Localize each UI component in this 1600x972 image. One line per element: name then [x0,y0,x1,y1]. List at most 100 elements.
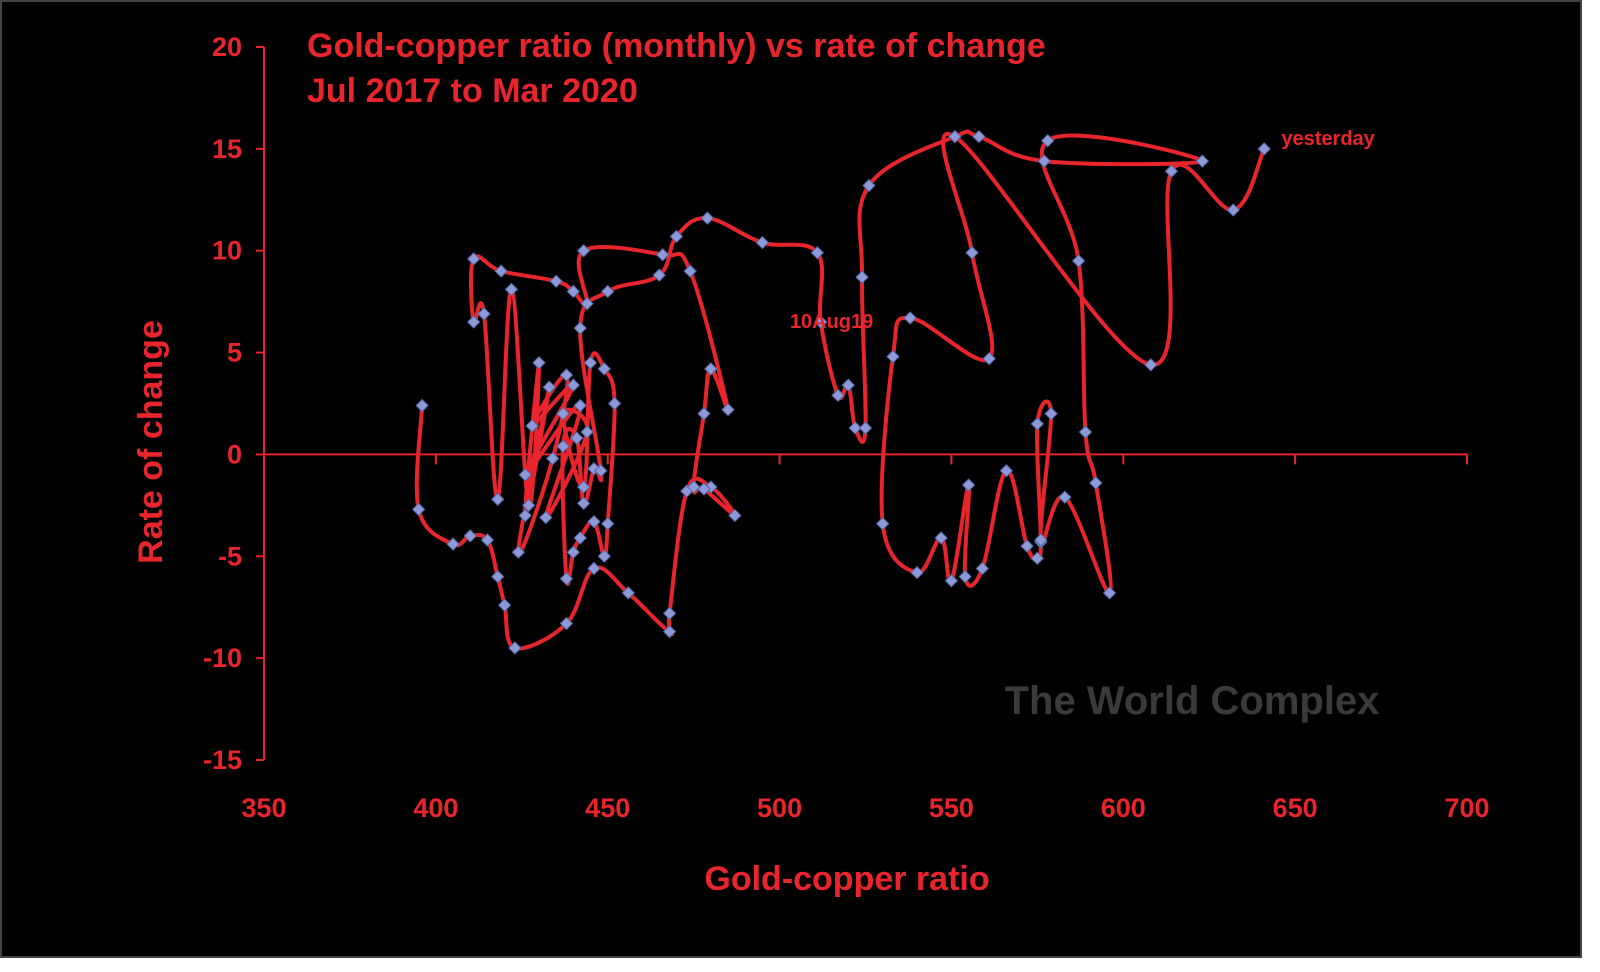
data-point [1102,586,1117,600]
x-tick-label: 350 [241,793,286,823]
y-tick-label: -10 [203,643,242,673]
data-point [1020,539,1034,553]
data-point [814,315,828,329]
series-line [414,129,1267,651]
data-point [1144,358,1158,372]
data-point [518,468,532,482]
data-point [999,464,1014,478]
data-point [580,425,594,439]
y-tick-label: 15 [212,134,242,164]
data-point [566,284,581,299]
data-point [411,502,426,517]
data-point [1034,533,1048,547]
data-point [607,396,622,411]
marker-group [411,129,1271,655]
data-point [721,402,735,417]
axes: 20 15 10 5 0 -5 -10 -15 350 400 450 500 550 600 650 700 [203,32,1490,823]
data-point [508,641,522,655]
scatter-chart: Gold-copper ratio (monthly) vs rate of c… [132,27,1490,898]
data-point [497,598,512,612]
data-point [573,531,587,545]
data-point [463,529,477,543]
x-tick-label: 700 [1444,793,1489,823]
data-point [518,508,532,523]
data-point [662,624,677,639]
y-tick-label: 0 [227,439,242,469]
data-point [566,378,581,392]
data-point [587,514,601,529]
x-tick-label: 450 [585,793,630,823]
x-tick-label: 500 [757,793,802,823]
data-point [597,362,611,376]
data-point [576,480,591,494]
data-point [1078,425,1093,439]
data-point [621,586,636,600]
data-point [683,264,697,278]
data-point [903,311,917,325]
data-point [958,569,972,584]
data-point [583,356,598,370]
data-point [532,356,546,370]
data-point [542,380,556,394]
data-point [491,492,505,506]
data-point [972,129,986,144]
data-point [587,561,601,576]
data-point [669,229,684,244]
data-point [491,569,505,584]
data-point [652,268,666,282]
data-point [848,421,862,435]
data-point [686,480,701,494]
annotation-label: yesterday [1281,128,1375,150]
watermark-text: The World Complex [1005,679,1380,723]
data-point [862,178,876,193]
data-point [566,545,581,559]
data-point [910,565,924,580]
data-point [494,264,508,278]
data-point [934,531,948,545]
data-point [965,246,979,260]
x-tick-label: 550 [929,793,974,823]
data-point [1037,154,1051,168]
series-line-group [414,129,1267,651]
data-point [700,211,715,225]
data-point [511,545,526,559]
data-point [662,606,677,621]
data-point [810,246,825,260]
data-point [1164,164,1179,178]
data-point [1044,406,1058,421]
data-point [831,388,845,403]
data-point [982,351,996,366]
chart-area: Gold-copper ratio (monthly) vs rate of c… [0,0,1582,958]
data-point [961,478,976,492]
data-point [1257,142,1271,156]
y-axis-title: Rate of change [132,320,170,564]
data-point [525,419,539,433]
annotation-group: 10Aug19 yesterday [790,128,1376,333]
data-point [556,439,570,453]
data-point [875,516,890,531]
data-point [841,378,856,392]
y-tick-label: 10 [212,236,242,266]
data-point [1040,134,1055,148]
data-point [559,571,574,586]
x-tick-label: 600 [1101,793,1146,823]
x-axis-title: Gold-copper ratio [704,860,989,898]
data-point [1030,551,1045,566]
data-point [886,349,900,364]
x-tick-label: 650 [1273,793,1318,823]
x-tick-label: 400 [413,793,458,823]
data-point [576,244,591,258]
data-point [1058,490,1072,504]
data-point [559,368,574,382]
data-point [576,496,591,511]
data-point [504,282,519,297]
data-point [944,574,959,588]
data-point [1030,417,1045,431]
chart-title: Gold-copper ratio (monthly) vs rate of c… [307,27,1046,65]
data-point [1071,254,1086,268]
data-point [728,508,742,523]
y-tick-label: -5 [218,541,242,571]
data-point [521,498,536,513]
data-point [556,406,570,421]
data-point [580,296,594,311]
